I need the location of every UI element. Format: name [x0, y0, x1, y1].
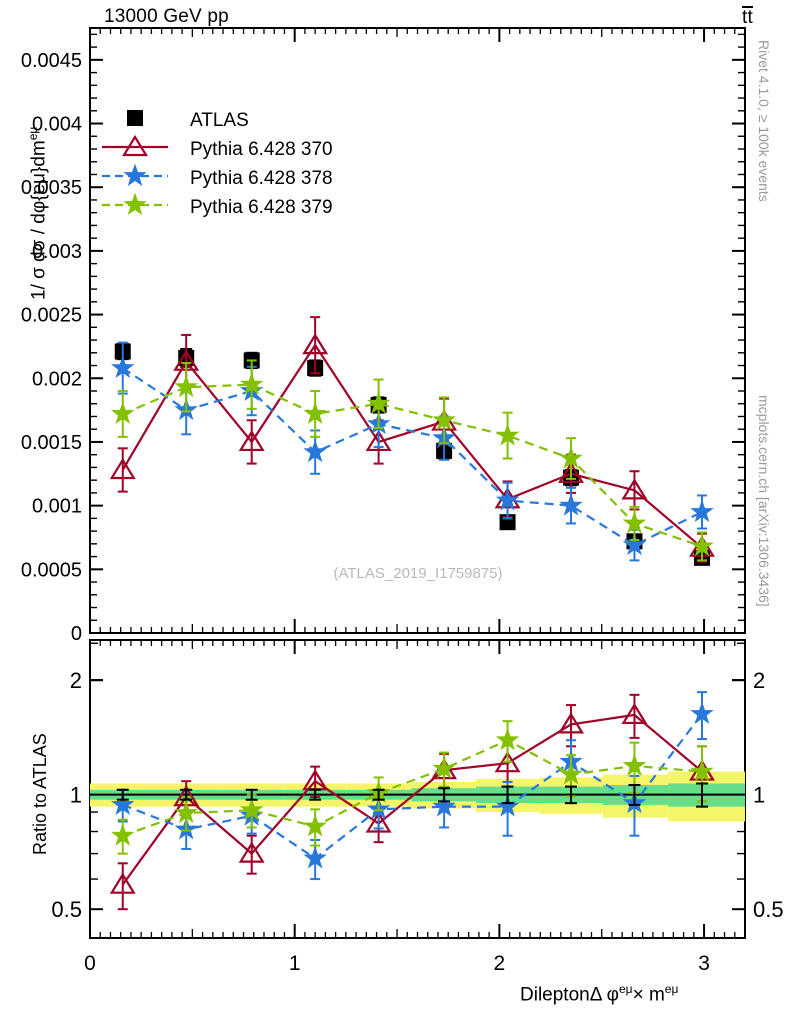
main-marker-2: [622, 532, 647, 556]
main-series-line-2: [122, 367, 703, 547]
ratio-marker-1: [432, 794, 456, 817]
main-ytick-label: 0.0045: [21, 50, 82, 72]
beam-energy-label: 13000 GeV pp: [104, 6, 229, 27]
xtick-label: 1: [289, 952, 301, 975]
ratio-marker-2: [559, 762, 583, 785]
ratio-marker-1: [303, 846, 327, 869]
ratio-marker-2: [239, 797, 264, 821]
ratio-ytick-label-right: 2: [753, 668, 765, 693]
main-marker-1: [109, 457, 136, 480]
ratio-marker-1: [690, 701, 714, 724]
main-ytick-label: 0: [71, 623, 82, 645]
main-ytick-label: 0.001: [32, 496, 82, 518]
main-marker-3: [174, 374, 198, 398]
legend-label-2: Pythia 6.428 378: [190, 168, 333, 189]
main-ytick-label: 0.0015: [21, 432, 82, 454]
process-label: tt: [742, 6, 753, 29]
main-marker-2: [303, 439, 327, 463]
xaxis-title-delta: Δ: [589, 984, 602, 1006]
main-marker-2: [559, 493, 583, 516]
xaxis-title-phi: φ: [606, 984, 619, 1006]
main-marker-3: [495, 423, 520, 446]
legend-marker-0: [127, 110, 143, 126]
legend-marker-3: [123, 192, 147, 215]
ratio-marker-2: [690, 759, 714, 782]
xaxis-title-base2: m: [648, 984, 665, 1006]
main-marker-3: [366, 391, 391, 414]
main-marker-1: [302, 333, 329, 355]
main-marker-3: [559, 446, 583, 469]
ratio-ytick-label: 0.5: [51, 897, 82, 922]
main-marker-2: [111, 355, 135, 379]
ratio-series-line-0: [121, 713, 703, 886]
ratio-ytick-label: 1: [70, 783, 82, 808]
ratio-ytick-label: 2: [70, 668, 82, 693]
ratio-marker-0: [109, 872, 136, 894]
legend-label-3: Pythia 6.428 379: [190, 197, 333, 218]
legend-label-1: Pythia 6.428 370: [190, 139, 333, 160]
xaxis-title-sup2: eμ: [664, 982, 679, 996]
xaxis-title-base1: Dilepton: [520, 984, 590, 1006]
xtick-label: 0: [84, 952, 96, 975]
process-label-text: tt: [742, 6, 753, 28]
ratio-marker-1: [495, 794, 520, 817]
ratio-marker-0: [238, 841, 265, 863]
main-marker-3: [239, 372, 264, 395]
main-ytick-label: 0.0005: [21, 559, 82, 581]
ratio-ytick-label-right: 0.5: [753, 897, 784, 922]
ratio-marker-2: [432, 756, 456, 779]
main-marker-3: [690, 534, 714, 557]
main-marker-1: [365, 429, 392, 452]
ratio-marker-1: [111, 792, 135, 815]
ratio-marker-2: [303, 814, 327, 837]
main-ytick-label: 0.002: [32, 368, 82, 390]
ratio-marker-2: [622, 753, 647, 776]
ratio-ytick-label-right: 1: [753, 783, 765, 808]
ratio-marker-2: [495, 727, 520, 751]
analysis-watermark: (ATLAS_2019_I1759875): [333, 565, 502, 582]
main-panel-frame: [89, 27, 746, 634]
ratio-marker-2: [111, 823, 135, 846]
main-marker-3: [622, 511, 647, 534]
main-marker-1: [238, 429, 265, 452]
ratio-marker-0: [365, 811, 392, 833]
xtick-label: 2: [494, 952, 506, 975]
main-marker-1: [621, 478, 648, 500]
xaxis-title: DileptonΔ φeμ× meμ: [520, 982, 678, 1006]
legend-marker-1: [122, 134, 148, 157]
legend-marker-2: [123, 163, 147, 186]
xtick-label: 3: [698, 952, 710, 975]
main-marker-3: [303, 401, 327, 424]
main-ytick-label: 0.003: [32, 241, 82, 263]
main-ytick-label: 0.004: [32, 114, 82, 136]
ratio-marker-0: [494, 751, 521, 773]
xaxis-title-times: ×: [632, 984, 644, 1006]
legend-label-0: ATLAS: [190, 110, 249, 131]
main-marker-2: [690, 499, 714, 522]
main-ytick-label: 0.0035: [21, 177, 82, 199]
main-marker-3: [432, 407, 456, 431]
main-ytick-label: 0.0025: [21, 305, 82, 327]
main-series-line-1: [121, 343, 703, 549]
ratio-marker-0: [558, 712, 584, 734]
main-marker-1: [558, 461, 584, 483]
main-marker-2: [495, 488, 520, 511]
ratio-series-line-2: [122, 739, 703, 837]
ratio-marker-0: [621, 702, 648, 725]
ratio-marker-2: [174, 800, 198, 823]
xaxis-title-sup1: eμ: [618, 982, 633, 996]
main-series-line-3: [122, 383, 703, 548]
main-marker-3: [111, 401, 135, 424]
